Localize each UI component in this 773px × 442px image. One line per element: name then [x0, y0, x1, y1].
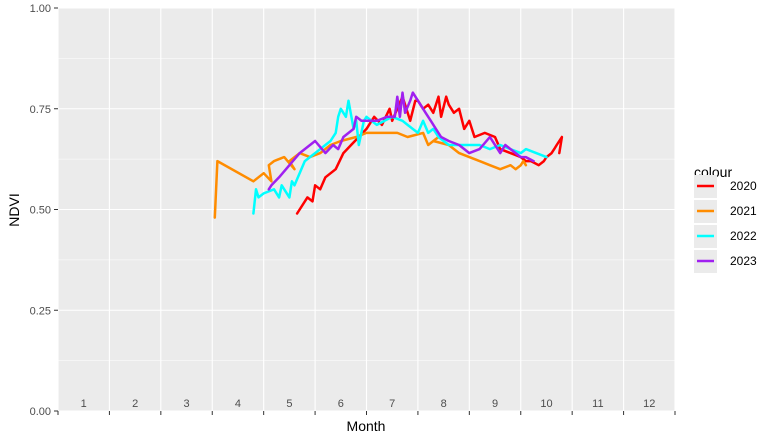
x-axis-title: Month — [347, 418, 386, 434]
legend-label-2023: 2023 — [730, 254, 757, 268]
legend-label-2021: 2021 — [730, 204, 757, 218]
x-tick-label: 9 — [492, 398, 498, 410]
y-tick-label: 1.00 — [30, 3, 51, 15]
series-lines — [213, 91, 564, 219]
x-tick-label: 5 — [286, 398, 292, 410]
y-tick-label: 0.00 — [30, 406, 51, 418]
y-tick-label: 0.75 — [30, 104, 51, 116]
axes: 0.000.250.500.751.001 2 3 4 5 6 7 8 9 10 11 12 — [30, 3, 676, 418]
x-tick-label: 1 — [81, 398, 87, 410]
y-tick-label: 0.25 — [30, 305, 51, 317]
series-line-2020 — [295, 95, 564, 215]
x-tick-label: 3 — [183, 398, 189, 410]
x-tick-label: 6 — [338, 398, 344, 410]
series-line-2023 — [267, 91, 535, 191]
x-tick-label: 8 — [441, 398, 447, 410]
x-tick-label: 11 — [592, 398, 603, 410]
series-line-2022 — [252, 99, 548, 215]
x-tick-label: 4 — [235, 398, 241, 410]
grid — [57, 7, 676, 412]
legend-label-2022: 2022 — [730, 229, 757, 243]
series-line-2021 — [213, 131, 528, 219]
x-tick-label: 12 — [643, 398, 655, 410]
y-axis-title: NDVI — [6, 193, 22, 226]
legend-label-2020: 2020 — [730, 179, 757, 193]
x-tick-label: 10 — [540, 398, 552, 410]
y-tick-label: 0.50 — [30, 205, 51, 217]
x-tick-label: 2 — [132, 398, 138, 410]
x-tick-label: 7 — [389, 398, 395, 410]
